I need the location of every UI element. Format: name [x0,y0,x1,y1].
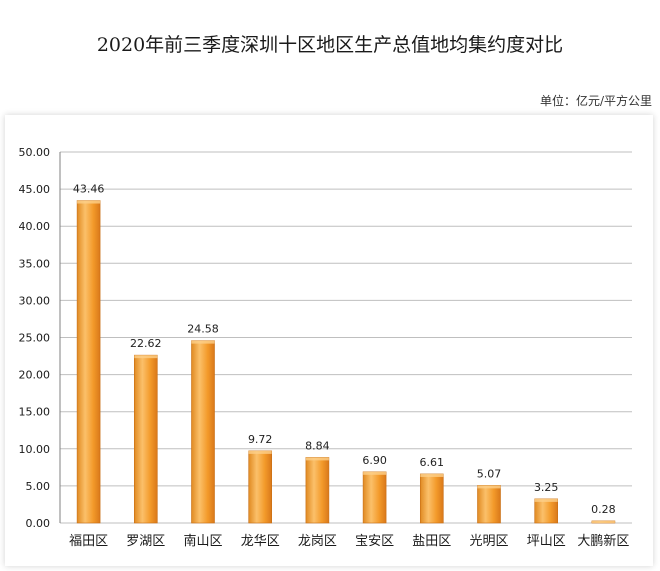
data-label: 8.84 [305,439,330,452]
y-tick-label: 5.00 [26,480,51,493]
unit-label: 单位：亿元/平方公里 [539,94,652,108]
data-label: 9.72 [248,433,273,446]
bar-5 [305,457,330,524]
bar-8 [477,485,501,524]
y-tick-label: 20.00 [19,369,51,382]
bar-7 [419,473,444,524]
bar-cap [305,457,329,461]
bar-cap [534,498,558,502]
category-label: 坪山区 [527,534,566,549]
bar-cap [363,471,387,475]
y-tick-label: 35.00 [19,257,51,270]
data-label: 5.07 [477,467,502,480]
category-label: 龙岗区 [298,534,337,549]
bar-4 [248,450,272,524]
category-label: 宝安区 [355,534,394,549]
category-label: 龙华区 [241,534,280,549]
bar-2 [134,354,158,524]
y-tick-label: 50.00 [19,146,51,159]
bar-9 [534,498,559,524]
y-tick-label: 0.00 [26,517,51,530]
data-label: 6.61 [420,456,445,469]
bar-cap [191,340,215,344]
category-label: 南山区 [183,533,222,549]
bar-cap [77,200,101,204]
y-tick-label: 40.00 [19,220,51,233]
y-tick-label: 15.00 [19,406,51,419]
bar-3 [191,340,215,524]
data-label: 43.46 [73,183,105,196]
bar-6 [362,471,387,524]
data-label: 22.62 [130,337,162,350]
y-tick-label: 25.00 [19,332,51,345]
y-tick-label: 30.00 [19,294,51,307]
bar-1 [76,200,101,524]
y-tick-label: 45.00 [19,183,51,196]
bar-cap [591,520,615,523]
category-label: 大鹏新区 [577,533,629,549]
category-label: 福田区 [69,534,108,549]
category-label: 罗湖区 [126,534,165,549]
category-label: 光明区 [469,534,508,549]
bar-cap [477,485,501,489]
data-label: 24.58 [187,323,219,336]
data-label: 0.28 [591,503,616,516]
chart-title: 2020年前三季度深圳十区地区生产总值地均集约度对比 [96,34,564,56]
bar-cap [420,473,444,477]
data-label: 3.25 [534,481,559,494]
bar-cap [134,355,158,359]
bar-cap [248,450,272,454]
y-tick-label: 10.00 [19,443,51,456]
category-label: 盐田区 [412,534,451,549]
data-label: 6.90 [362,454,387,467]
